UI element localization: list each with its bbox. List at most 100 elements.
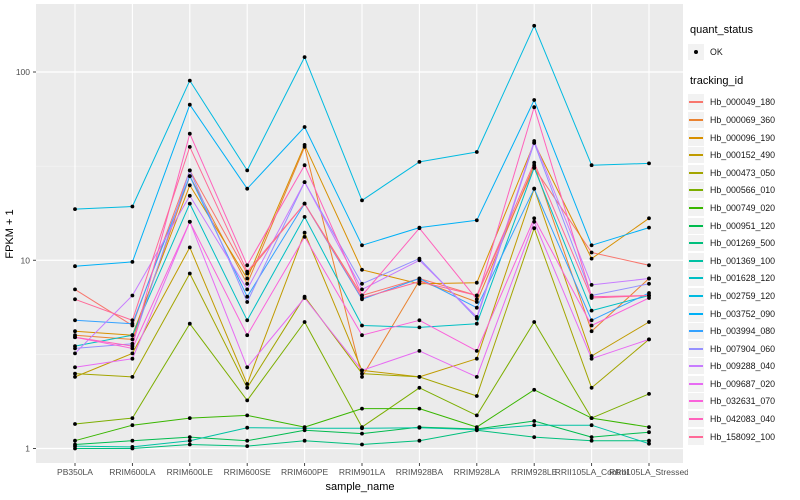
y-axis-title: FPKM + 1 (4, 209, 16, 258)
data-point (130, 333, 135, 338)
data-point (589, 435, 594, 439)
data-point (73, 297, 77, 302)
data-point (532, 419, 537, 423)
legend-item-Hb_001369_100: Hb_001369_100 (688, 252, 800, 270)
data-point (474, 218, 479, 223)
data-point (474, 394, 479, 398)
data-point (360, 426, 364, 431)
data-point (589, 308, 594, 313)
legend-key-box (688, 164, 704, 181)
data-point (417, 425, 422, 430)
data-point (589, 256, 594, 261)
legend-key-box (688, 287, 704, 304)
data-point (360, 323, 364, 328)
data-point (474, 375, 479, 379)
line-swatch-icon (689, 435, 703, 438)
data-point (73, 346, 77, 351)
legend-item-Hb_009288_040: Hb_009288_040 (688, 358, 800, 376)
data-point (130, 416, 135, 420)
data-point (130, 260, 135, 264)
data-point (302, 320, 307, 324)
data-point (360, 243, 364, 248)
data-point (302, 235, 307, 239)
data-point (245, 287, 250, 292)
data-point (130, 204, 135, 209)
data-point (187, 102, 192, 107)
legend-item-label: Hb_000152_490 (710, 150, 776, 161)
x-tick-label: RRII105LA_Control (555, 467, 629, 477)
line-swatch-icon (689, 118, 703, 121)
data-point (474, 280, 479, 285)
legend-item-Hb_000096_190: Hb_000096_190 (688, 129, 800, 147)
data-point (245, 333, 250, 338)
data-point (245, 382, 250, 386)
data-point (474, 427, 479, 432)
line-swatch-icon (689, 206, 703, 209)
data-point (532, 105, 537, 110)
data-point (589, 438, 594, 443)
data-point (187, 442, 192, 447)
data-point (73, 351, 77, 356)
legend-item-label: Hb_003994_080 (710, 326, 776, 337)
legend-item-label: Hb_032631_070 (710, 396, 776, 407)
data-point (245, 300, 250, 304)
x-tick-label: RRIM600SE (224, 467, 272, 477)
data-point (73, 365, 77, 370)
legend-key-box (688, 252, 704, 269)
data-point (302, 230, 307, 235)
legend-item-Hb_001269_500: Hb_001269_500 (688, 234, 800, 252)
legend-key-box (688, 411, 704, 428)
data-point (647, 441, 651, 446)
data-point (302, 180, 307, 185)
data-point (589, 423, 594, 428)
data-point (187, 219, 192, 224)
data-point (302, 55, 307, 59)
legend-item-Hb_000566_010: Hb_000566_010 (688, 182, 800, 200)
data-point (589, 416, 594, 420)
data-point (302, 438, 307, 443)
data-point (245, 294, 250, 299)
data-point (187, 435, 192, 439)
data-point (647, 276, 651, 281)
data-point (187, 193, 192, 198)
data-point (360, 267, 364, 272)
data-point (474, 315, 479, 319)
data-point (360, 406, 364, 411)
data-point (73, 371, 77, 376)
data-point (187, 145, 192, 149)
data-point (187, 321, 192, 326)
legend-item-label: Hb_042083_040 (710, 414, 776, 425)
legend-item-label: OK (710, 46, 723, 57)
y-tick-label: 10 (21, 255, 31, 265)
data-point (73, 335, 77, 340)
line-swatch-icon (689, 418, 703, 421)
data-point (474, 297, 479, 302)
data-point (130, 438, 135, 443)
line-swatch-icon (689, 171, 703, 174)
legend-key-box (688, 235, 704, 252)
data-point (647, 263, 651, 268)
data-point (73, 318, 77, 323)
data-point (647, 281, 651, 286)
data-point (360, 296, 364, 300)
data-point (417, 226, 422, 231)
legend-item-Hb_007904_060: Hb_007904_060 (688, 340, 800, 358)
data-point (187, 416, 192, 420)
data-point (417, 375, 422, 379)
x-tick-label: RRII105LA_Stressed (609, 467, 688, 477)
line-swatch-icon (689, 136, 703, 139)
data-point (532, 23, 537, 28)
legend-item-Hb_042083_040: Hb_042083_040 (688, 410, 800, 428)
data-point (245, 168, 250, 173)
legend-item-label: Hb_009687_020 (710, 378, 776, 389)
data-point (245, 425, 250, 430)
line-swatch-icon (689, 382, 703, 385)
legend-key-box (688, 43, 704, 60)
legend-key-box (688, 111, 704, 128)
data-point (417, 325, 422, 330)
data-point (187, 438, 192, 443)
data-point (302, 143, 307, 147)
x-tick-label: RRIM600LA (109, 467, 156, 477)
legend-item-label: Hb_001369_100 (710, 255, 776, 266)
legend-item-Hb_000473_050: Hb_000473_050 (688, 164, 800, 182)
